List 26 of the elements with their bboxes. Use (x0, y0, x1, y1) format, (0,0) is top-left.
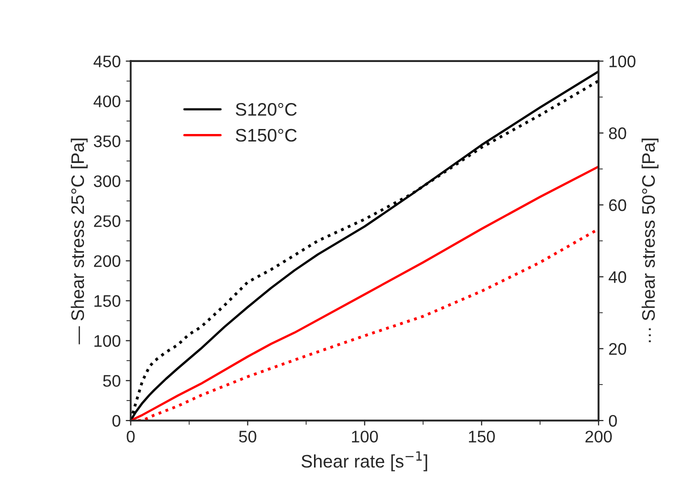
y-tick-label: 50 (103, 375, 120, 387)
y2-tick-label: 20 (609, 343, 626, 355)
y2-tick-label: 80 (609, 127, 626, 140)
y-tick-label: 150 (94, 295, 120, 307)
y-tick-label: 400 (94, 95, 120, 108)
x-tick-label: 150 (468, 430, 495, 443)
y2-tick-label: 60 (609, 199, 626, 212)
y-tick-label: 100 (94, 335, 120, 347)
y2-axis-title: ··· Shear stress 50°C [Pa] (642, 138, 658, 342)
y-tick-label: 0 (112, 414, 120, 427)
y-tick-label: 450 (94, 56, 120, 68)
y-tick-label: 300 (94, 175, 120, 188)
y2-tick-label: 0 (608, 414, 617, 427)
x-axis-title: Shear rate [s$^{−1}$] (302, 451, 428, 472)
y-tick-label: 200 (94, 255, 120, 268)
x-tick-label: 200 (585, 430, 612, 443)
legend-label: S120°C (236, 103, 297, 116)
x-tick-label: 100 (352, 430, 378, 443)
y2-tick-label: 100 (610, 56, 636, 68)
legend-label: S150°C (236, 128, 297, 142)
x-tick-label: 0 (126, 430, 135, 443)
y-tick-label: 250 (94, 215, 120, 228)
x-tick-label: 50 (239, 430, 256, 443)
y-tick-label: 350 (94, 135, 120, 148)
y2-tick-label: 40 (608, 271, 626, 283)
y-axis-title: — Shear stress 25°C [Pa] (70, 138, 88, 344)
